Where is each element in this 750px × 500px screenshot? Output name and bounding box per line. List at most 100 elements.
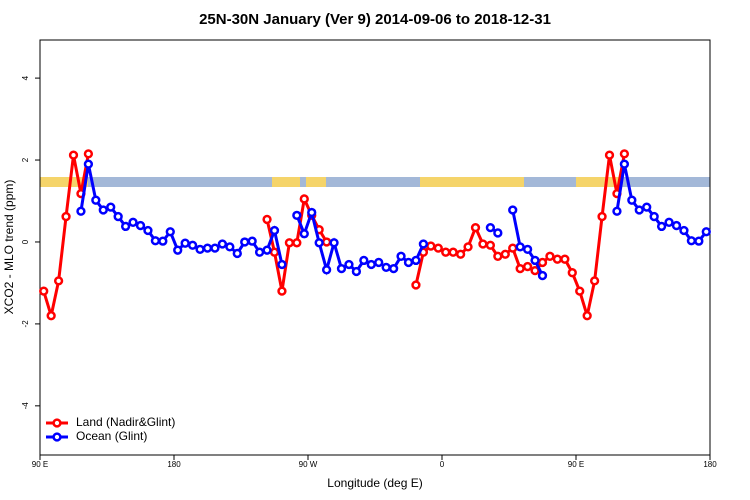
point xyxy=(366,259,376,270)
point xyxy=(500,249,510,259)
point xyxy=(418,239,429,249)
point xyxy=(240,237,250,247)
legend-marker xyxy=(52,432,62,442)
point xyxy=(173,245,183,255)
point xyxy=(686,236,697,246)
x-tick-label: 90 E xyxy=(32,460,48,469)
point xyxy=(336,263,347,274)
point xyxy=(396,251,406,261)
plot-frame xyxy=(39,39,711,456)
point xyxy=(515,242,525,252)
point xyxy=(455,249,466,259)
point xyxy=(351,266,362,277)
point xyxy=(68,150,79,160)
point xyxy=(560,254,570,264)
point xyxy=(545,251,555,261)
point xyxy=(589,276,600,286)
point xyxy=(485,240,496,250)
point xyxy=(597,211,607,222)
point xyxy=(508,243,518,253)
point xyxy=(53,276,64,286)
point xyxy=(91,195,101,205)
point xyxy=(694,236,704,246)
point xyxy=(143,225,153,236)
point xyxy=(426,241,436,251)
point xyxy=(284,238,295,248)
point xyxy=(76,206,86,216)
point xyxy=(299,194,309,204)
point xyxy=(664,217,674,227)
point xyxy=(277,259,287,270)
point xyxy=(403,257,414,268)
point xyxy=(277,286,287,296)
point xyxy=(470,222,481,233)
point xyxy=(321,265,332,275)
point xyxy=(247,236,257,246)
point xyxy=(642,202,652,212)
point xyxy=(493,228,503,238)
x-axis-label: Longitude (deg E) xyxy=(327,476,422,490)
legend-marker xyxy=(52,418,62,428)
point xyxy=(612,206,622,216)
point xyxy=(46,311,56,321)
point xyxy=(150,236,161,246)
point xyxy=(671,220,682,231)
x-tick-label: 180 xyxy=(167,460,181,469)
point xyxy=(98,205,108,215)
point xyxy=(292,238,302,248)
y-tick-label: 0 xyxy=(21,239,30,244)
point xyxy=(567,268,577,278)
y-axis-label: XCO2 - MLO trend (ppm) xyxy=(2,180,16,315)
point xyxy=(537,257,548,268)
x-tick-label: 0 xyxy=(440,460,445,469)
point xyxy=(106,202,116,212)
point xyxy=(113,211,123,222)
point xyxy=(619,159,630,169)
point xyxy=(493,251,503,261)
legend-label: Land (Nadir&Glint) xyxy=(76,415,175,429)
point xyxy=(649,211,659,222)
point xyxy=(120,221,131,232)
point xyxy=(83,159,94,169)
point xyxy=(388,263,399,274)
y-tick-label: 2 xyxy=(21,157,30,162)
point xyxy=(187,240,198,250)
point xyxy=(307,207,317,218)
x-tick-label: 90 W xyxy=(299,460,318,469)
point xyxy=(269,225,280,236)
point xyxy=(679,225,689,236)
point xyxy=(359,255,369,266)
point xyxy=(433,243,443,253)
point xyxy=(202,243,213,253)
point xyxy=(128,217,138,227)
point xyxy=(135,220,146,231)
y-tick-label: 4 xyxy=(21,75,30,80)
point xyxy=(217,239,228,249)
point xyxy=(329,238,339,248)
point xyxy=(195,244,205,254)
point xyxy=(448,247,458,257)
y-tick-label: -4 xyxy=(21,402,30,410)
land-mask-band xyxy=(40,177,710,187)
point xyxy=(262,214,272,225)
point xyxy=(619,149,630,159)
point xyxy=(165,227,175,237)
point xyxy=(463,242,473,252)
point xyxy=(656,221,667,232)
point xyxy=(39,286,49,296)
point xyxy=(83,149,94,159)
point xyxy=(441,247,451,257)
point xyxy=(254,247,265,257)
point xyxy=(522,244,533,254)
point xyxy=(374,257,384,268)
y-tick-label: -2 xyxy=(21,320,30,328)
point xyxy=(537,270,548,281)
point xyxy=(344,259,354,270)
point xyxy=(381,262,391,273)
point xyxy=(158,236,168,246)
point xyxy=(314,238,324,248)
point xyxy=(515,263,525,274)
point xyxy=(269,247,280,257)
point xyxy=(552,254,563,264)
